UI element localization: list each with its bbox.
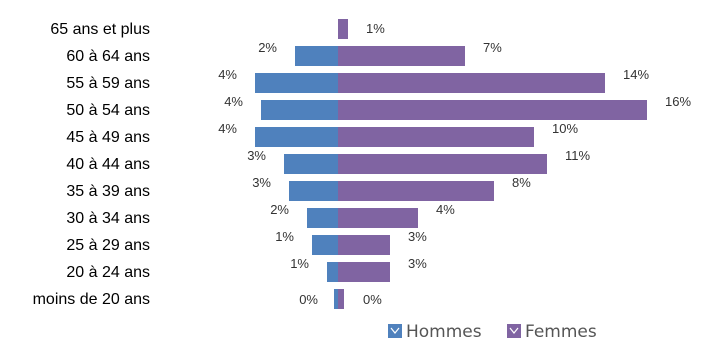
value-label-femmes: 3% [408,256,427,271]
legend-swatch [388,324,402,338]
bar-femmes [338,127,534,147]
category-label: 65 ans et plus [50,21,150,38]
category-label: 50 à 54 ans [66,102,150,119]
value-label-femmes: 16% [665,94,691,109]
bar-femmes [338,208,418,228]
legend-item-femmes: Femmes [507,322,597,342]
value-label-hommes: 4% [218,67,237,82]
category-label: moins de 20 ans [33,291,150,308]
value-label-femmes: 7% [483,40,502,55]
category-label: 20 à 24 ans [66,264,150,281]
bar-hommes [312,235,338,255]
category-label: 60 à 64 ans [66,48,150,65]
value-label-femmes: 14% [623,67,649,82]
value-label-femmes: 3% [408,229,427,244]
bar-hommes [307,208,338,228]
category-label: 30 à 34 ans [66,210,150,227]
category-label: 45 à 49 ans [66,129,150,146]
category-labels: 65 ans et plus 60 à 64 ans 55 à 59 ans 50 à… [33,21,150,308]
value-label-hommes: 4% [218,121,237,136]
value-label-hommes: 2% [258,40,277,55]
value-label-hommes: 0% [299,292,318,307]
category-label: 25 à 29 ans [66,237,150,254]
value-label-hommes: 1% [275,229,294,244]
value-label-hommes: 3% [252,175,271,190]
value-label-hommes: 1% [290,256,309,271]
bar-hommes [261,100,338,120]
legend-item-hommes: Hommes [388,322,482,342]
bar-femmes [338,181,494,201]
bar-hommes [284,154,338,174]
bar-hommes [255,127,338,147]
bars [255,19,647,309]
value-label-femmes: 4% [436,202,455,217]
bar-femmes [338,100,647,120]
bar-femmes [338,19,348,39]
category-label: 55 à 59 ans [66,75,150,92]
bar-hommes [334,289,338,309]
value-label-femmes: 8% [512,175,531,190]
value-label-femmes: 11% [565,148,590,163]
category-label: 40 à 44 ans [66,156,150,173]
legend: Hommes Femmes [388,322,597,342]
category-label: 35 à 39 ans [66,183,150,200]
bar-femmes [338,235,390,255]
value-label-hommes: 2% [270,202,289,217]
bar-femmes [338,289,344,309]
legend-label: Femmes [525,322,597,342]
legend-swatch-mark [390,327,400,334]
value-label-femmes: 0% [363,292,382,307]
value-label-hommes: 4% [224,94,243,109]
value-label-femmes: 1% [366,21,385,36]
legend-swatch [507,324,521,338]
bar-femmes [338,73,605,93]
legend-swatch-mark [509,327,519,334]
bar-femmes [338,262,390,282]
legend-label: Hommes [406,322,482,342]
bar-femmes [338,46,465,66]
bar-hommes [255,73,338,93]
value-label-femmes: 10% [552,121,578,136]
bar-femmes [338,154,547,174]
bar-hommes [327,262,338,282]
bar-hommes [295,46,338,66]
value-label-hommes: 3% [247,148,266,163]
value-labels: 1% 2% 7% 4% 14% 4% 16% 4% 10% 3% 11% 3% 8% 2% 4% 1% 3% 1%… [218,21,691,307]
bar-hommes [289,181,338,201]
